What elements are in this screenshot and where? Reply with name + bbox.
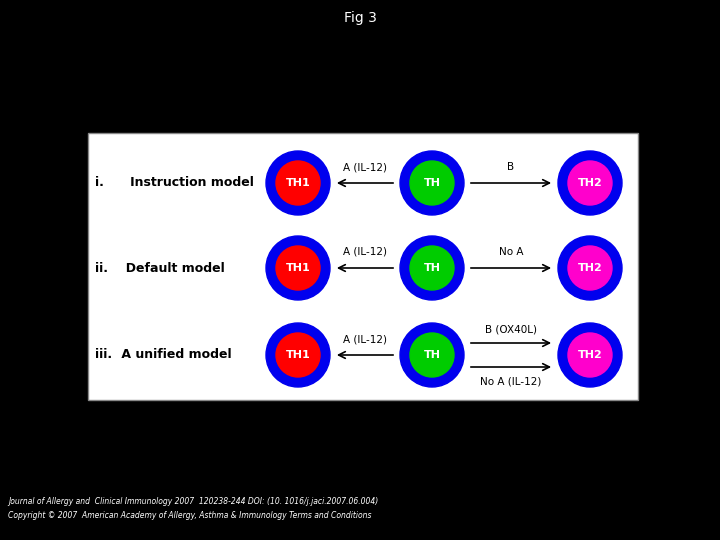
Text: B: B bbox=[508, 162, 515, 172]
Text: iii.: iii. bbox=[95, 348, 112, 361]
Circle shape bbox=[558, 236, 622, 300]
Text: A (IL-12): A (IL-12) bbox=[343, 334, 387, 344]
Circle shape bbox=[410, 246, 454, 290]
Text: A (IL-12): A (IL-12) bbox=[343, 247, 387, 257]
Text: No A (IL-12): No A (IL-12) bbox=[480, 376, 541, 386]
Circle shape bbox=[400, 236, 464, 300]
Circle shape bbox=[568, 161, 612, 205]
Text: TH1: TH1 bbox=[286, 178, 310, 188]
Circle shape bbox=[276, 333, 320, 377]
Circle shape bbox=[410, 333, 454, 377]
Circle shape bbox=[400, 323, 464, 387]
Circle shape bbox=[558, 323, 622, 387]
Text: TH: TH bbox=[423, 263, 441, 273]
Text: Copyright © 2007  American Academy of Allergy, Asthma & Immunology Terms and Con: Copyright © 2007 American Academy of All… bbox=[8, 511, 372, 521]
Text: TH: TH bbox=[423, 178, 441, 188]
Circle shape bbox=[266, 323, 330, 387]
Circle shape bbox=[400, 151, 464, 215]
Text: TH2: TH2 bbox=[577, 178, 603, 188]
Circle shape bbox=[568, 333, 612, 377]
Text: TH1: TH1 bbox=[286, 263, 310, 273]
Circle shape bbox=[410, 161, 454, 205]
Text: ii.: ii. bbox=[95, 261, 108, 274]
Text: A (IL-12): A (IL-12) bbox=[343, 162, 387, 172]
Circle shape bbox=[558, 151, 622, 215]
Text: TH: TH bbox=[423, 350, 441, 360]
Text: Journal of Allergy and  Clinical Immunology 2007  120238-244 DOI: (10. 1016/j.ja: Journal of Allergy and Clinical Immunolo… bbox=[8, 497, 378, 507]
Bar bbox=[88, 133, 638, 400]
Text: Fig 3: Fig 3 bbox=[343, 11, 377, 25]
Text: B (OX40L): B (OX40L) bbox=[485, 324, 537, 334]
Text: Instruction model: Instruction model bbox=[117, 177, 254, 190]
Text: Default model: Default model bbox=[117, 261, 225, 274]
Circle shape bbox=[266, 236, 330, 300]
Circle shape bbox=[276, 246, 320, 290]
Text: No A: No A bbox=[499, 247, 523, 257]
Text: TH2: TH2 bbox=[577, 263, 603, 273]
Text: TH1: TH1 bbox=[286, 350, 310, 360]
Circle shape bbox=[568, 246, 612, 290]
Text: TH2: TH2 bbox=[577, 350, 603, 360]
Circle shape bbox=[266, 151, 330, 215]
Text: i.: i. bbox=[95, 177, 104, 190]
Text: A unified model: A unified model bbox=[117, 348, 232, 361]
Circle shape bbox=[276, 161, 320, 205]
